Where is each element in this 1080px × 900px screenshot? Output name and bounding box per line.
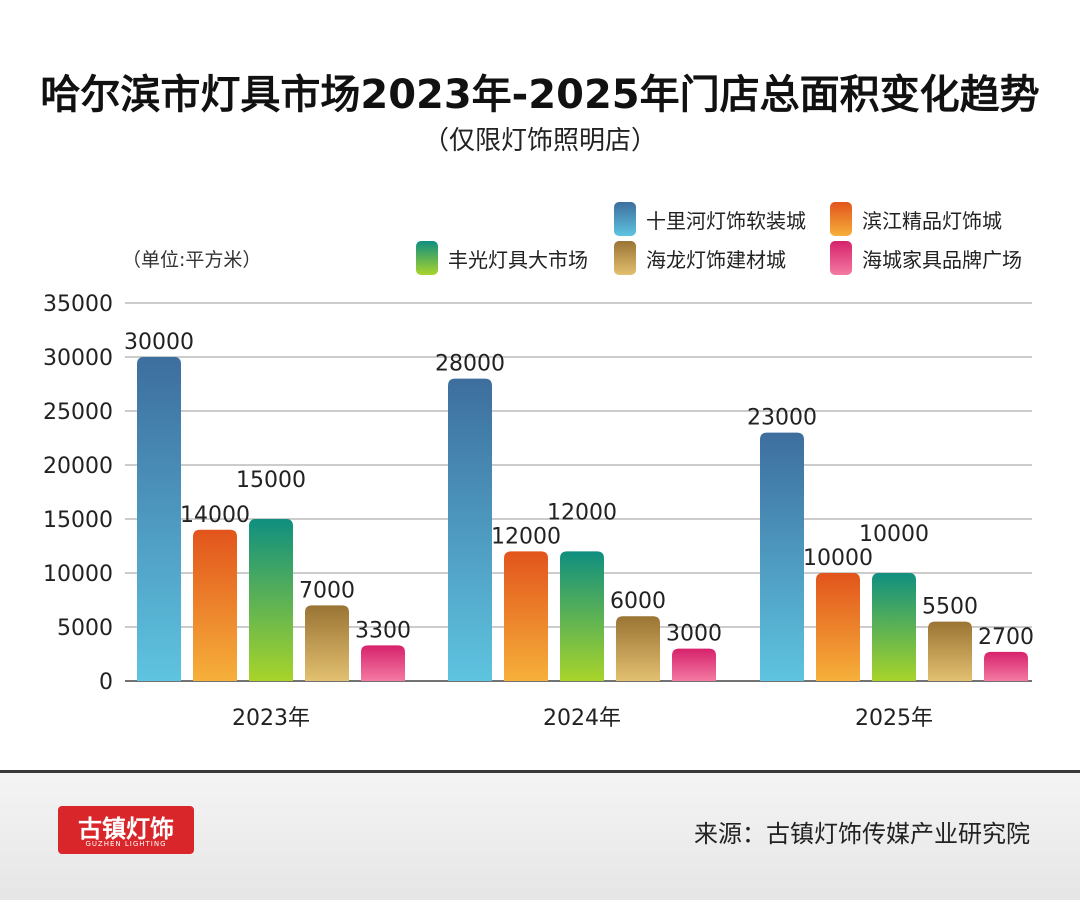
chart-subtitle: （仅限灯饰照明店） [422, 126, 657, 156]
footer-divider [0, 770, 1080, 773]
legend-item-haicheng: 海城家具品牌广场 [830, 241, 1022, 275]
bar-1-0 [448, 378, 492, 681]
brand-logo: 古镇灯饰 GUZHEN LIGHTING [58, 806, 194, 854]
x-tick-label-2: 2025年 [855, 706, 933, 731]
data-label-0-4: 3300 [355, 618, 411, 643]
chart-title: 哈尔滨市灯具市场2023年-2025年门店总面积变化趋势 [40, 72, 1040, 118]
data-label-1-0: 28000 [435, 352, 505, 377]
legend-label-fengguang: 丰光灯具大市场 [448, 247, 588, 272]
logo-subtext: GUZHEN LIGHTING [85, 840, 167, 848]
data-label-0-1: 14000 [180, 503, 250, 528]
y-tick-label-10000: 10000 [43, 562, 113, 587]
logo-text: 古镇灯饰 [78, 814, 174, 843]
y-tick-label-30000: 30000 [43, 346, 113, 371]
bar-chart: 0 5000 10000 15000 20000 25000 30000 35000 30000… [43, 292, 1034, 731]
legend-label-hailong: 海龙灯饰建材城 [646, 247, 786, 272]
source-text: 来源：古镇灯饰传媒产业研究院 [694, 820, 1030, 848]
legend-label-haicheng: 海城家具品牌广场 [862, 247, 1022, 272]
bar-1-2 [560, 551, 604, 681]
legend-label-shilihe: 十里河灯饰软装城 [646, 208, 806, 233]
data-label-1-3: 6000 [610, 589, 666, 614]
y-tick-label-35000: 35000 [43, 292, 113, 317]
data-label-0-3: 7000 [299, 578, 355, 603]
bar-2-3 [928, 621, 972, 681]
legend-swatch-haicheng [830, 241, 852, 275]
bar-0-1 [193, 529, 237, 681]
data-label-2-2: 10000 [859, 522, 929, 547]
y-tick-label-25000: 25000 [43, 400, 113, 425]
bar-1-4 [672, 648, 716, 681]
bar-2-1 [816, 573, 860, 681]
data-label-2-0: 23000 [747, 406, 817, 431]
data-label-2-4: 2700 [978, 625, 1034, 650]
x-tick-label-1: 2024年 [543, 706, 621, 731]
bar-1-3 [616, 616, 660, 681]
x-tick-label-0: 2023年 [232, 706, 310, 731]
data-label-1-2: 12000 [547, 500, 617, 525]
unit-label: （单位:平方米） [122, 249, 262, 271]
bar-2-2 [872, 573, 916, 681]
bar-0-2 [249, 519, 293, 681]
legend-item-fengguang: 丰光灯具大市场 [416, 241, 588, 275]
y-tick-label-5000: 5000 [57, 616, 113, 641]
bar-0-0 [137, 357, 181, 681]
bar-2-4 [984, 651, 1028, 681]
bar-0-3 [305, 605, 349, 681]
bar-1-1 [504, 551, 548, 681]
legend-item-binjiang: 滨江精品灯饰城 [830, 202, 1002, 236]
data-label-1-4: 3000 [666, 622, 722, 647]
y-tick-label-0: 0 [99, 670, 113, 695]
legend-swatch-binjiang [830, 202, 852, 236]
data-label-2-3: 5500 [922, 595, 978, 620]
legend-swatch-fengguang [416, 241, 438, 275]
data-label-2-1: 10000 [803, 546, 873, 571]
legend-label-binjiang: 滨江精品灯饰城 [862, 208, 1002, 233]
bar-0-4 [361, 645, 405, 681]
data-label-0-2: 15000 [236, 468, 306, 493]
legend-swatch-hailong [614, 241, 636, 275]
bar-2-0 [760, 432, 804, 681]
legend-item-hailong: 海龙灯饰建材城 [614, 241, 786, 275]
data-label-1-1: 12000 [491, 524, 561, 549]
y-tick-label-20000: 20000 [43, 454, 113, 479]
y-tick-label-15000: 15000 [43, 508, 113, 533]
data-label-0-0: 30000 [124, 330, 194, 355]
legend-item-shilihe: 十里河灯饰软装城 [614, 202, 806, 236]
legend-swatch-shilihe [614, 202, 636, 236]
